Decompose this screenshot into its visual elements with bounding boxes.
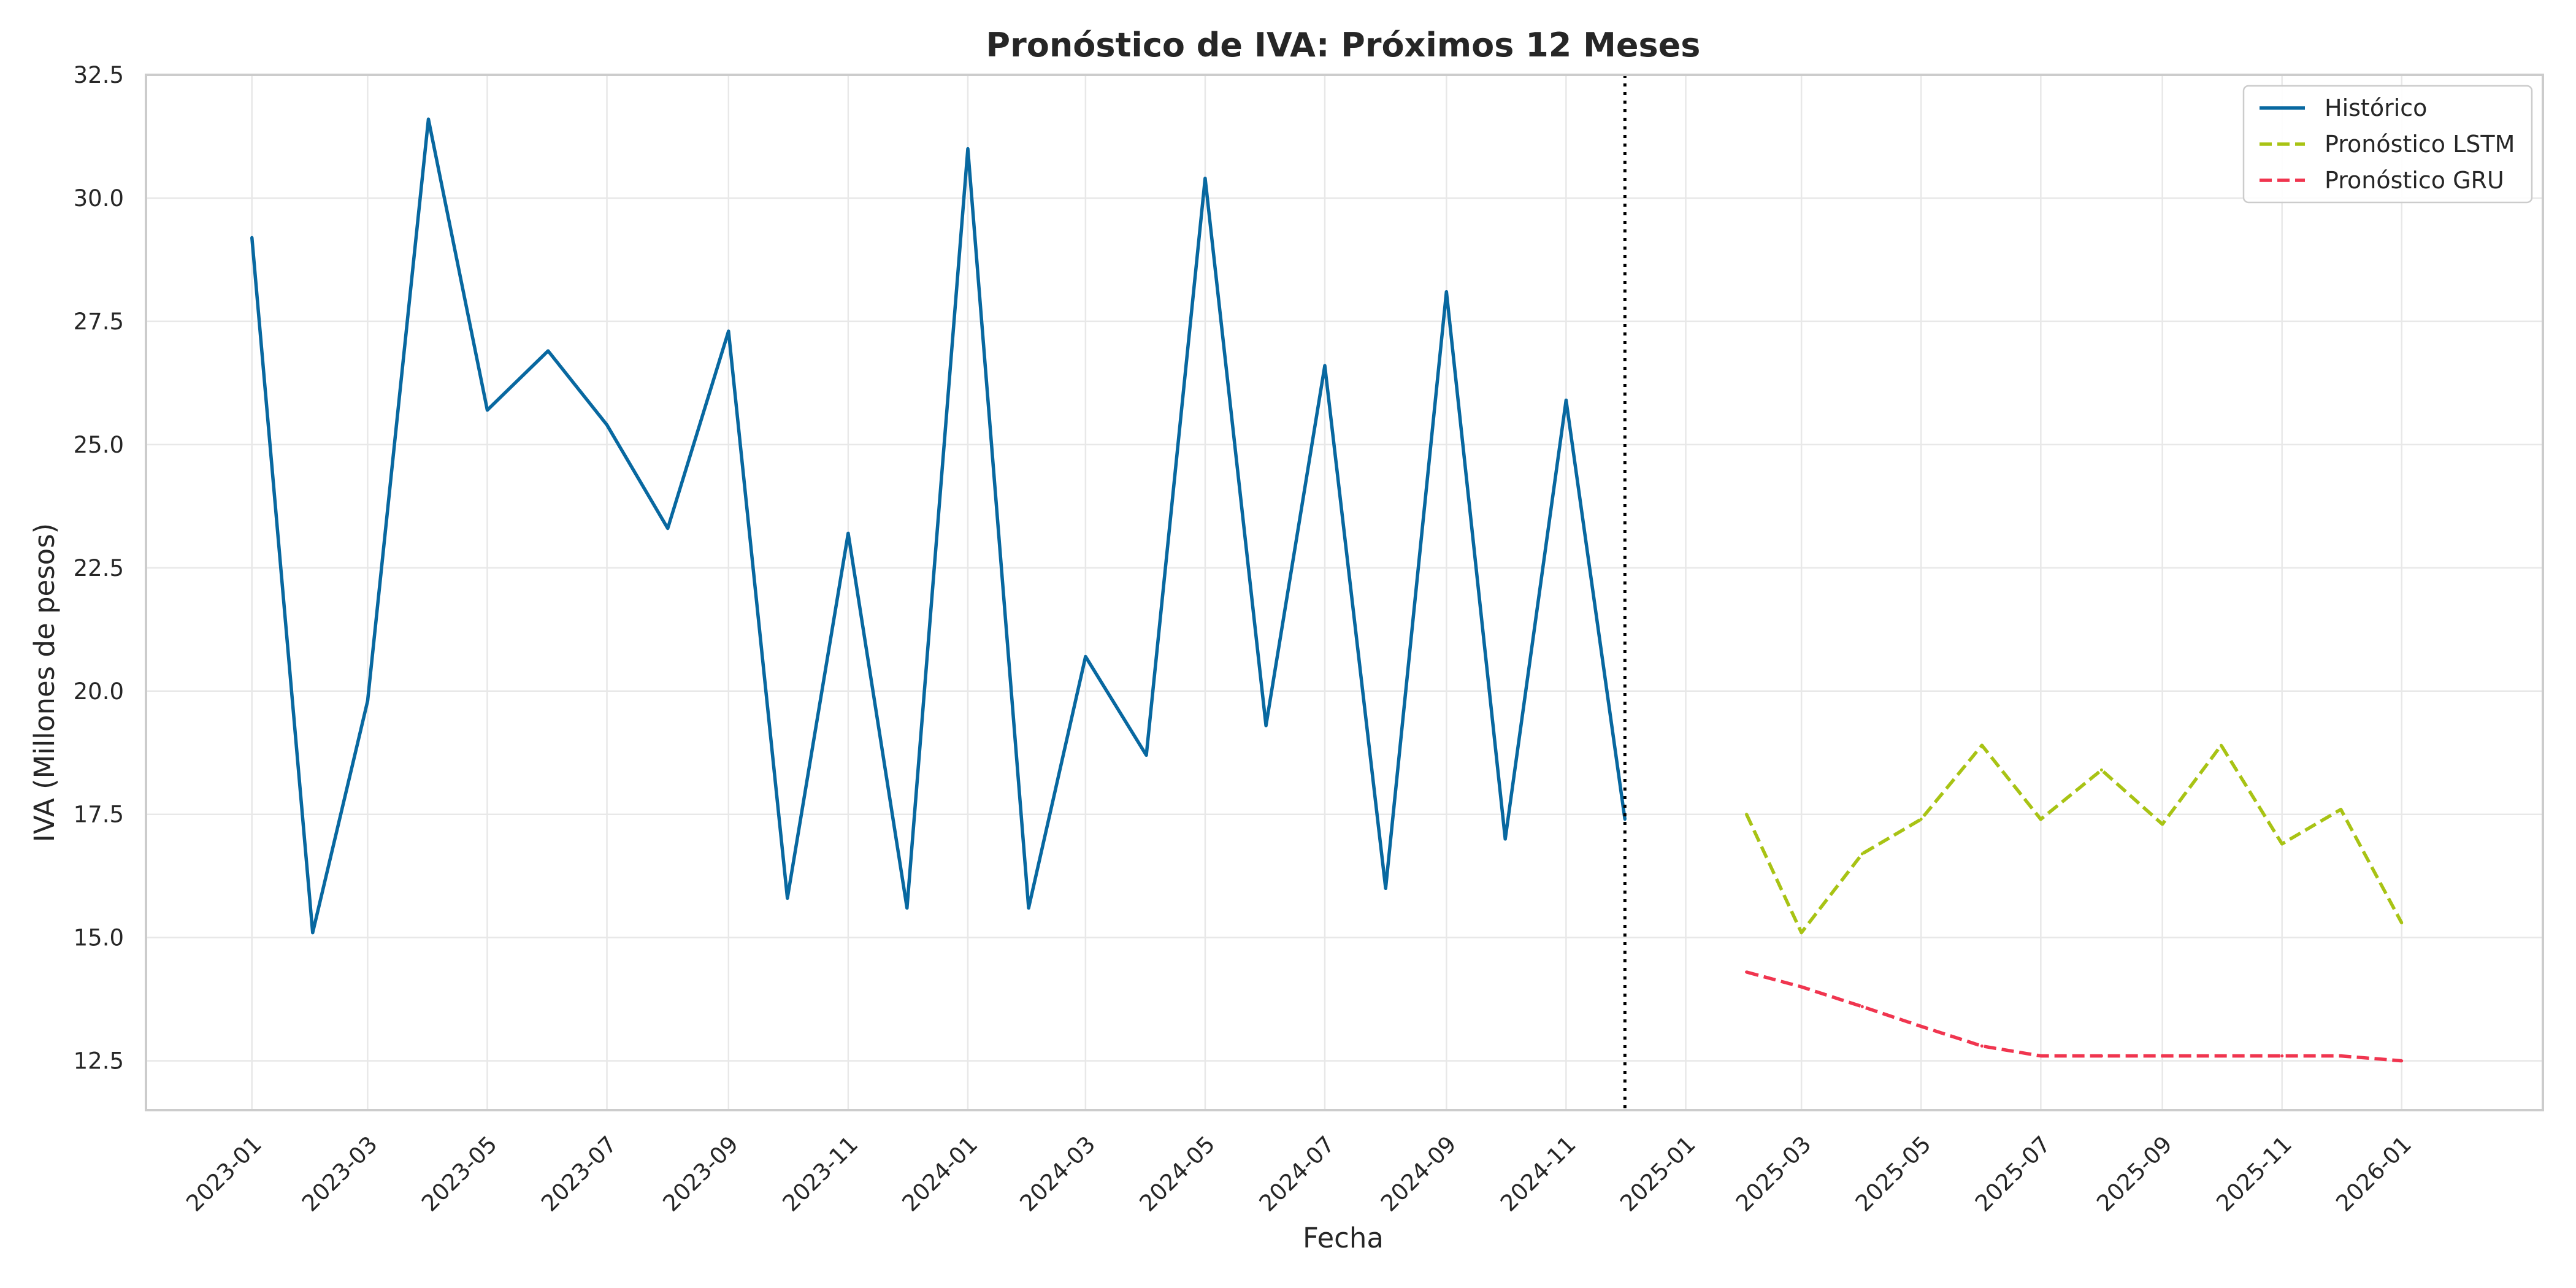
data-point xyxy=(546,349,550,353)
y-tick-label: 27.5 xyxy=(74,309,124,335)
data-point xyxy=(2099,1054,2103,1058)
series-lines xyxy=(250,117,2404,1063)
data-point xyxy=(1800,985,1803,989)
data-point xyxy=(1980,743,1984,747)
legend-box xyxy=(2242,85,2533,204)
y-tick-label: 22.5 xyxy=(74,555,124,581)
y-tick-label: 25.0 xyxy=(74,432,124,458)
legend-entry-label: Pronóstico GRU xyxy=(2325,167,2504,194)
data-point xyxy=(605,423,608,427)
y-tick-label: 17.5 xyxy=(74,802,124,828)
data-point xyxy=(786,896,789,900)
data-point xyxy=(1203,177,1207,180)
data-point xyxy=(2400,921,2404,925)
data-point xyxy=(2099,768,2103,772)
data-point xyxy=(905,906,909,910)
data-point xyxy=(250,236,254,239)
chart-title: Pronóstico de IVA: Próximos 12 Meses xyxy=(986,26,1701,64)
series-line-0 xyxy=(250,117,1627,935)
y-axis-label: IVA (Millones de pesos) xyxy=(28,523,61,842)
legend: Histórico Pronóstico LSTM Pronóstico GRU xyxy=(2242,85,2533,204)
data-point xyxy=(2339,808,2343,811)
data-point xyxy=(2339,1054,2343,1058)
data-point xyxy=(1980,1045,1984,1048)
series-line-1 xyxy=(1745,743,2404,935)
data-point xyxy=(1144,753,1148,757)
data-point xyxy=(1027,906,1030,910)
y-tick-label: 15.0 xyxy=(74,925,124,951)
x-axis-label: Fecha xyxy=(1303,1222,1384,1254)
data-point xyxy=(1323,364,1327,367)
data-point xyxy=(1264,724,1268,727)
data-point xyxy=(2039,818,2042,821)
data-point xyxy=(966,147,970,151)
data-point xyxy=(666,527,670,530)
data-point xyxy=(2220,1054,2223,1058)
legend-entry-label: Histórico xyxy=(2325,94,2427,121)
data-point xyxy=(1623,818,1627,821)
data-point xyxy=(2161,822,2164,826)
data-point xyxy=(2039,1054,2042,1058)
data-point xyxy=(846,532,850,535)
data-point xyxy=(1503,837,1507,841)
y-tick-label: 32.5 xyxy=(74,62,124,88)
data-point xyxy=(1800,931,1803,935)
y-tick-label: 30.0 xyxy=(74,185,124,212)
data-point xyxy=(2161,1054,2164,1058)
legend-entry-label: Pronóstico LSTM xyxy=(2325,131,2515,158)
series-line-2 xyxy=(1746,970,2402,1063)
plot-frame xyxy=(145,74,2544,1111)
data-point xyxy=(1860,852,1864,856)
data-point xyxy=(2280,842,2284,846)
data-point xyxy=(727,329,730,333)
data-point xyxy=(2280,1054,2284,1058)
data-point xyxy=(366,699,369,703)
data-point xyxy=(1745,970,1749,974)
y-tick-label: 12.5 xyxy=(74,1048,124,1075)
y-tick-label: 20.0 xyxy=(74,678,124,705)
data-point xyxy=(1444,290,1448,294)
data-point xyxy=(486,408,489,412)
plot-area xyxy=(146,75,2543,1110)
data-point xyxy=(2400,1059,2404,1063)
data-point xyxy=(1860,1005,1864,1008)
data-point xyxy=(1084,655,1087,658)
data-point xyxy=(311,931,315,935)
data-point xyxy=(1564,399,1568,402)
data-point xyxy=(1384,886,1387,890)
y-axis-ticks: 12.5 15.0 17.5 20.0 22.5 25.0 27.5 30.0 32.5 xyxy=(74,62,124,1075)
data-point xyxy=(1745,813,1749,816)
data-point xyxy=(2220,743,2223,747)
data-point xyxy=(1919,818,1923,821)
data-point xyxy=(427,117,430,121)
data-point xyxy=(1919,1024,1923,1028)
